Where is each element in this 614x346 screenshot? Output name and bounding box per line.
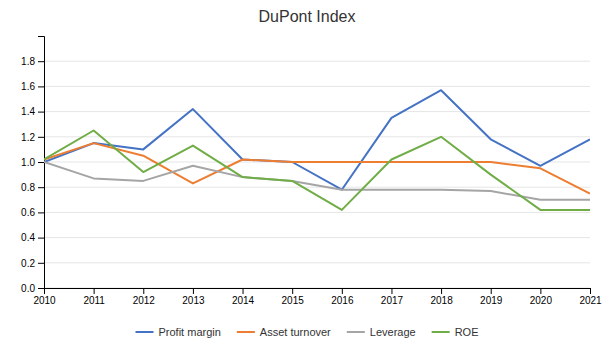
tick: 2012	[133, 288, 156, 306]
tick: 2010	[33, 288, 56, 306]
title: DuPont Index	[259, 8, 356, 25]
legend-swatch	[347, 331, 365, 333]
legend-label: ROE	[455, 326, 479, 338]
tick-mark	[38, 238, 44, 239]
tick-mark	[292, 288, 293, 294]
tick-mark	[38, 187, 44, 188]
legend-label: Asset turnover	[260, 326, 331, 338]
tick-mark	[491, 288, 492, 294]
tick: 2014	[232, 288, 255, 306]
tick-label: 2020	[530, 295, 553, 306]
tick-label: 0.0	[21, 283, 35, 294]
tick-label: 2010	[33, 295, 56, 306]
legend-swatch	[237, 331, 255, 333]
series-line	[44, 162, 590, 200]
tick: 2018	[430, 288, 453, 306]
tick: 2016	[331, 288, 354, 306]
grid-line	[44, 212, 590, 213]
tick: 0.4	[21, 232, 44, 243]
tick: 0.8	[21, 182, 44, 193]
tick-label: 2016	[331, 295, 354, 306]
tick: 1.0	[21, 157, 44, 168]
tick: 0.6	[21, 207, 44, 218]
tick-mark	[38, 263, 44, 264]
chart: 2010 2011 2012 2013 2014 2015 2016 2017 2018 2019…	[0, 0, 614, 346]
tick-mark	[243, 288, 244, 294]
x-axis: 2010 2011 2012 2013 2014 2015 2016 2017 2018 2019…	[33, 288, 602, 306]
tick-label: 1.2	[21, 132, 35, 143]
tick: 2020	[530, 288, 553, 306]
tick: 0.0	[21, 283, 44, 294]
legend-label: Profit margin	[159, 326, 221, 338]
tick-mark	[590, 288, 591, 294]
tick-label: 2017	[381, 295, 404, 306]
tick-label: 2014	[232, 295, 255, 306]
tick: 1.8	[21, 56, 44, 67]
tick-mark	[38, 61, 44, 62]
legend-item: Profit margin	[136, 326, 221, 338]
series-line	[44, 131, 590, 210]
tick-label: 0.4	[21, 232, 35, 243]
tick-label: 1.6	[21, 81, 35, 92]
y-axis: 0.0 0.2 0.4 0.6 0.8 1.0 1.2 1.4 1.6 1.8	[21, 37, 44, 294]
tick-mark	[143, 288, 144, 294]
tick-mark	[540, 288, 541, 294]
tick-label: 2021	[579, 295, 602, 306]
tick-mark	[38, 288, 44, 289]
tick-mark	[38, 212, 44, 213]
legend: Profit margin Asset turnover Leverage ROE	[136, 326, 479, 338]
tick: 0.2	[21, 258, 44, 269]
legend-swatch	[136, 331, 154, 333]
grid-line	[44, 61, 590, 62]
tick-label: 2012	[133, 295, 156, 306]
legend-item: Asset turnover	[237, 326, 331, 338]
grid	[44, 61, 590, 288]
tick-label: 0.6	[21, 207, 35, 218]
axis-line	[45, 289, 591, 295]
lines	[44, 90, 590, 210]
tick: 2017	[381, 288, 404, 306]
tick: 2015	[282, 288, 305, 306]
tick-label: 1.8	[21, 56, 35, 67]
grid-line	[44, 111, 590, 112]
tick-label: 0.8	[21, 182, 35, 193]
tick-label: 1.4	[21, 106, 35, 117]
grid-line	[44, 237, 590, 238]
tick-mark	[391, 288, 392, 294]
tick: 1.2	[21, 132, 44, 143]
legend-item: Leverage	[347, 326, 416, 338]
legend-item: ROE	[432, 326, 479, 338]
plot: 2010 2011 2012 2013 2014 2015 2016 2017 2018 2019…	[21, 37, 602, 307]
series-line	[44, 90, 590, 190]
tick-label: 1.0	[21, 157, 35, 168]
tick-label: 0.2	[21, 258, 35, 269]
tick-mark	[38, 86, 44, 87]
tick-label: 2018	[430, 295, 453, 306]
tick-label: 2011	[83, 295, 105, 306]
tick-mark	[342, 288, 343, 294]
legend-swatch	[432, 331, 450, 333]
tick-mark	[94, 288, 95, 294]
tick-mark	[38, 112, 44, 113]
tick-mark	[441, 288, 442, 294]
tick: 1.6	[21, 81, 44, 92]
tick-mark	[193, 288, 194, 294]
tick: 2011	[83, 288, 105, 306]
tick-label: 2013	[182, 295, 205, 306]
grid-line	[44, 136, 590, 137]
tick: 2021	[579, 288, 602, 306]
tick-mark	[38, 137, 44, 138]
grid-line	[44, 86, 590, 87]
grid-line	[44, 262, 590, 263]
legend-label: Leverage	[370, 326, 416, 338]
axis-line	[38, 37, 45, 289]
tick-mark	[38, 162, 44, 163]
tick: 1.4	[21, 106, 44, 117]
tick-label: 2015	[282, 295, 305, 306]
tick: 2013	[182, 288, 205, 306]
tick-label: 2019	[480, 295, 503, 306]
tick: 2019	[480, 288, 503, 306]
